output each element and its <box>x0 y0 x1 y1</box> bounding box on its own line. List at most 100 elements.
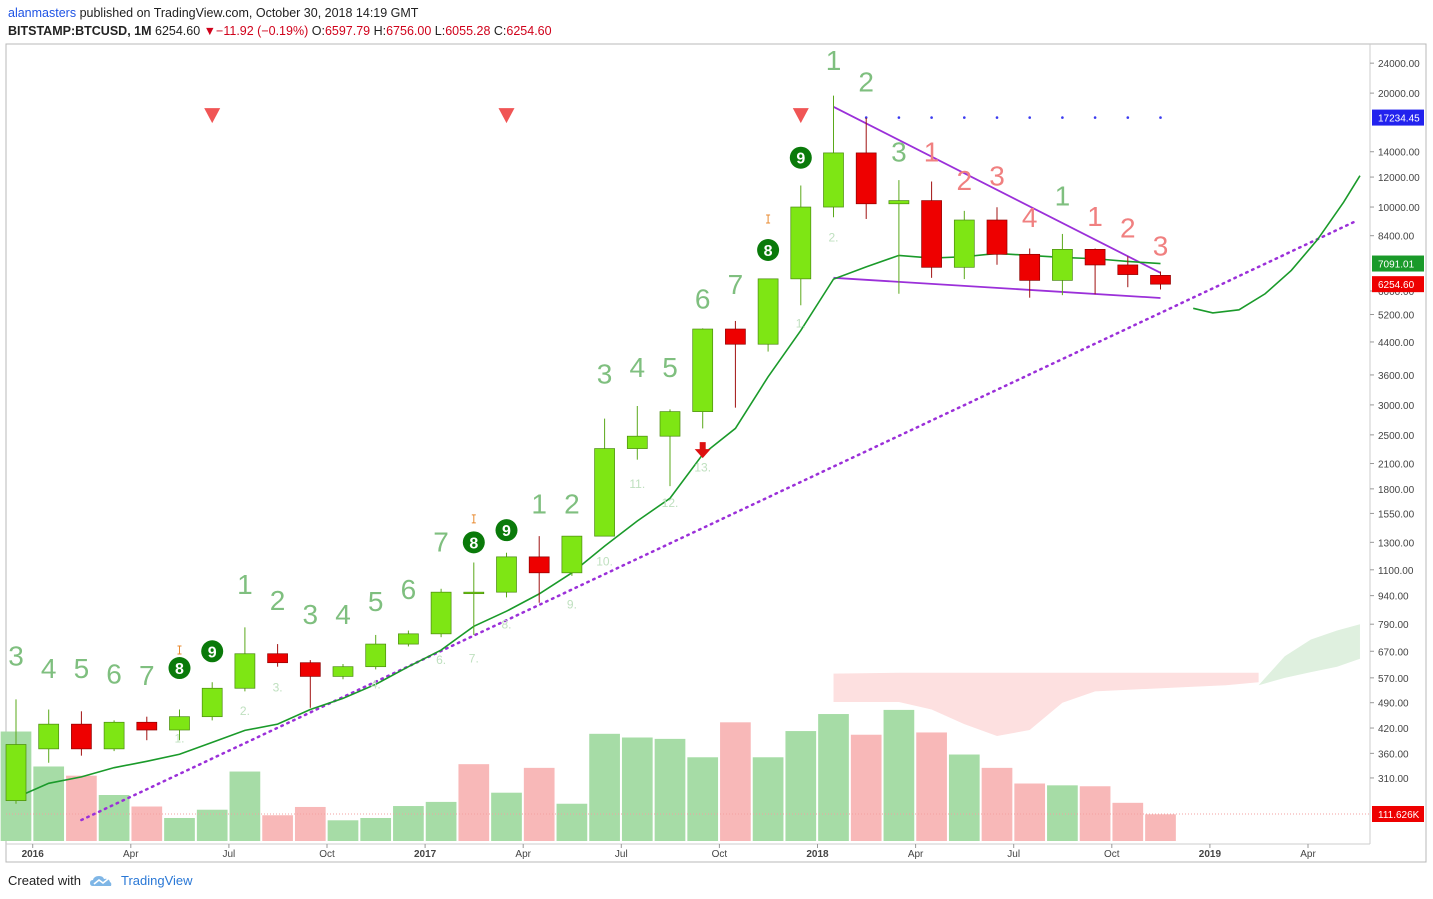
td-setup-small-label: 11. <box>629 477 645 491</box>
candle-body[interactable] <box>1019 253 1041 281</box>
td-badge-circle <box>168 657 191 680</box>
volume-bar <box>916 732 947 841</box>
time-axis[interactable]: 2016 Apr Jul Oct 2017 Apr Jul Oct 2018 Apr Jul Oct 2… <box>22 844 1317 860</box>
volume-bar <box>589 733 620 841</box>
volume-bar <box>556 803 588 841</box>
price-axis[interactable]: 310.00 360.00 420.00 490.00 570.00 670.00 790.… <box>1370 59 1424 822</box>
candle-body[interactable] <box>594 448 615 537</box>
candle-body[interactable] <box>823 152 844 208</box>
candle-body[interactable] <box>398 633 419 645</box>
candle-body[interactable] <box>71 723 92 750</box>
price-tick-label: 940.00 <box>1378 592 1409 603</box>
td-count-label: 7 <box>433 526 449 557</box>
symbol-label[interactable]: BITSTAMP:BTCUSD, 1M <box>8 24 152 38</box>
volume-bar <box>164 818 195 841</box>
candle-body[interactable] <box>267 653 288 664</box>
high-price-tag: 17234.45 <box>1378 114 1420 125</box>
tradingview-cloud-icon <box>89 875 112 886</box>
candle-body[interactable] <box>496 556 517 593</box>
price-tick-label: 5200.00 <box>1378 311 1415 322</box>
price-tick-label: 570.00 <box>1378 674 1409 685</box>
candle-body[interactable] <box>692 328 714 412</box>
volume-bar <box>1047 785 1078 841</box>
candle-body[interactable] <box>430 591 452 635</box>
price-tick-label: 2500.00 <box>1378 431 1415 442</box>
candle-body[interactable] <box>1117 264 1139 275</box>
candle-body[interactable] <box>1084 249 1106 266</box>
candle-body[interactable] <box>855 152 877 205</box>
volume-bar <box>66 775 97 841</box>
high-level-dot <box>897 116 901 119</box>
volume-bar <box>98 795 130 841</box>
price-tick-label: 3600.00 <box>1378 371 1415 382</box>
high-level-dot <box>1126 116 1130 119</box>
candle-body[interactable] <box>1052 249 1073 281</box>
time-tick-label: Apr <box>123 849 139 860</box>
td-count-label: 6 <box>695 283 711 314</box>
td-count-label: 6 <box>401 574 417 605</box>
candle-body[interactable] <box>561 535 583 574</box>
candle-body[interactable] <box>38 723 60 750</box>
ma-price-tag: 7091.01 <box>1378 260 1415 271</box>
td-setup-small-label: 8. <box>501 617 511 631</box>
volume-bar <box>131 806 163 841</box>
candle-body[interactable] <box>201 687 223 718</box>
td-setup-small-label: 1. <box>796 317 806 331</box>
candle-body[interactable] <box>365 643 387 668</box>
tradingview-brand[interactable]: TradingView <box>120 873 193 888</box>
candle-body[interactable] <box>757 278 779 345</box>
candle-body[interactable] <box>626 435 648 449</box>
volume-bar <box>1145 814 1176 841</box>
td-count-label: 5 <box>662 352 678 383</box>
perfection-mark <box>471 514 476 524</box>
candle-body[interactable] <box>1150 275 1171 285</box>
td-count-label: 4 <box>41 653 57 684</box>
price-tick-label: 6000.00 <box>1378 287 1415 298</box>
candles[interactable] <box>5 95 1171 804</box>
candle-body[interactable] <box>103 721 125 750</box>
high-level-dot <box>1061 116 1064 119</box>
candle-body[interactable] <box>986 219 1008 255</box>
candle-body[interactable] <box>790 206 812 280</box>
candle-body[interactable] <box>888 200 910 205</box>
candle-body[interactable] <box>528 556 550 574</box>
candle-body[interactable] <box>136 721 158 731</box>
td-count-label: 1 <box>1087 201 1103 232</box>
candle-body[interactable] <box>953 219 975 268</box>
td-setup-small-label: 9. <box>567 597 577 611</box>
candle-body[interactable] <box>234 653 256 689</box>
td-count-label: 4 <box>630 352 646 383</box>
perfection-mark <box>177 645 182 655</box>
volume-bar <box>752 757 784 841</box>
candle-body[interactable] <box>463 591 485 595</box>
candle-body[interactable] <box>921 200 942 268</box>
td-setup-small-label: 2. <box>240 704 250 718</box>
time-tick-label: Oct <box>1104 849 1120 860</box>
price-tick-label: 14000.00 <box>1378 148 1420 159</box>
volume-bar <box>33 766 65 841</box>
td-count-label: 5 <box>74 653 90 684</box>
td-count-label: 2 <box>858 66 874 97</box>
candle-body[interactable] <box>659 411 681 437</box>
time-tick-label: Jul <box>223 849 236 860</box>
price-tick-label: 24000.00 <box>1378 59 1420 70</box>
high-price-tag-bg <box>1372 109 1424 126</box>
td-count-label: 1 <box>1055 180 1071 211</box>
candle-body[interactable] <box>332 666 354 677</box>
price-tick-label: 420.00 <box>1378 724 1409 735</box>
td-count-label: 4 <box>335 599 351 630</box>
author-link[interactable]: alanmasters <box>8 6 77 20</box>
time-tick-label: 2017 <box>414 849 437 860</box>
price-tick-label: 490.00 <box>1378 699 1409 710</box>
candle-body[interactable] <box>5 744 27 801</box>
candle-body[interactable] <box>299 662 321 677</box>
td-count-label: 2 <box>1120 213 1136 244</box>
sell-signal-triangle <box>792 108 809 124</box>
close-value: 6254.60 <box>506 24 552 38</box>
last-price-tag: 6254.60 <box>1378 280 1415 291</box>
open-value: 6597.79 <box>324 24 371 38</box>
candle-body[interactable] <box>169 716 190 731</box>
candle-body[interactable] <box>725 328 746 345</box>
